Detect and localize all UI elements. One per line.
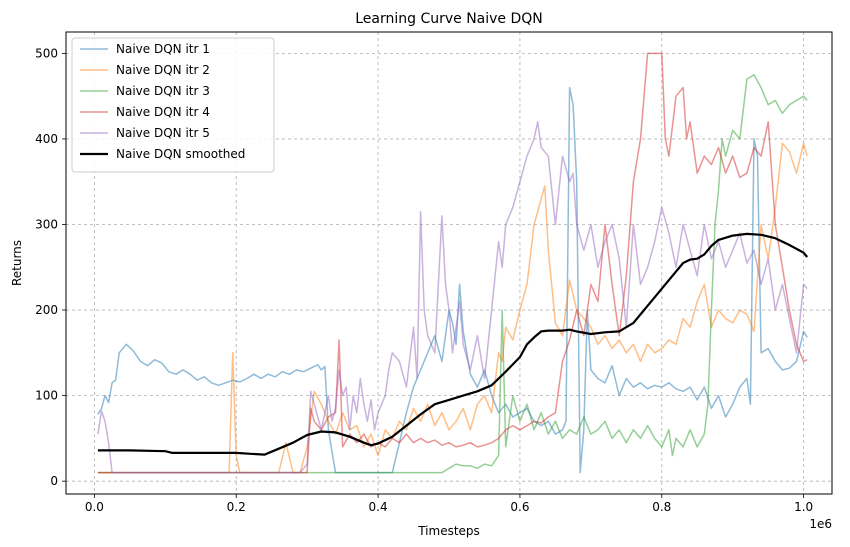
- x-tick-label: 0.4: [369, 500, 388, 514]
- x-axis: 0.0 0.2 0.4 0.6 0.8 1.0: [85, 494, 813, 514]
- legend-label: Naive DQN itr 5: [116, 126, 210, 140]
- y-axis: 0 100 200 300 400 500: [35, 46, 66, 488]
- legend-label: Naive DQN smoothed: [116, 147, 245, 161]
- legend-box: [71, 37, 275, 173]
- plot-clip-group: [97, 52, 809, 474]
- plot-frame: [65, 31, 833, 495]
- y-tick-label: 100: [35, 389, 58, 403]
- series-line-3: [97, 74, 808, 474]
- series-line-6: [97, 232, 809, 456]
- y-tick-label: 200: [35, 303, 58, 317]
- chart-title: Learning Curve Naive DQN: [355, 11, 543, 27]
- legend-label: Naive DQN itr 3: [116, 84, 210, 98]
- y-axis-label: Returns: [10, 240, 24, 286]
- legend-label: Naive DQN itr 1: [116, 42, 210, 56]
- y-tick-label: 500: [35, 46, 58, 60]
- y-tick-label: 400: [35, 132, 58, 146]
- series-line-5: [97, 121, 808, 474]
- series-line-1: [97, 86, 808, 474]
- y-tick-label: 0: [50, 474, 58, 488]
- x-tick-label: 0.2: [227, 500, 246, 514]
- x-offset-text: 1e6: [809, 517, 832, 531]
- legend-label: Naive DQN itr 4: [116, 105, 210, 119]
- legend-label: Naive DQN itr 2: [116, 63, 210, 77]
- x-axis-label: Timesteps: [417, 524, 480, 538]
- y-tick-label: 300: [35, 218, 58, 232]
- x-tick-label: 0.8: [652, 500, 671, 514]
- legend[interactable]: Naive DQN itr 1 Naive DQN itr 2 Naive DQN …: [71, 37, 275, 173]
- x-tick-label: 0.6: [510, 500, 529, 514]
- series-group: [97, 52, 809, 474]
- x-tick-label: 0.0: [85, 500, 104, 514]
- x-tick-label: 1.0: [794, 500, 813, 514]
